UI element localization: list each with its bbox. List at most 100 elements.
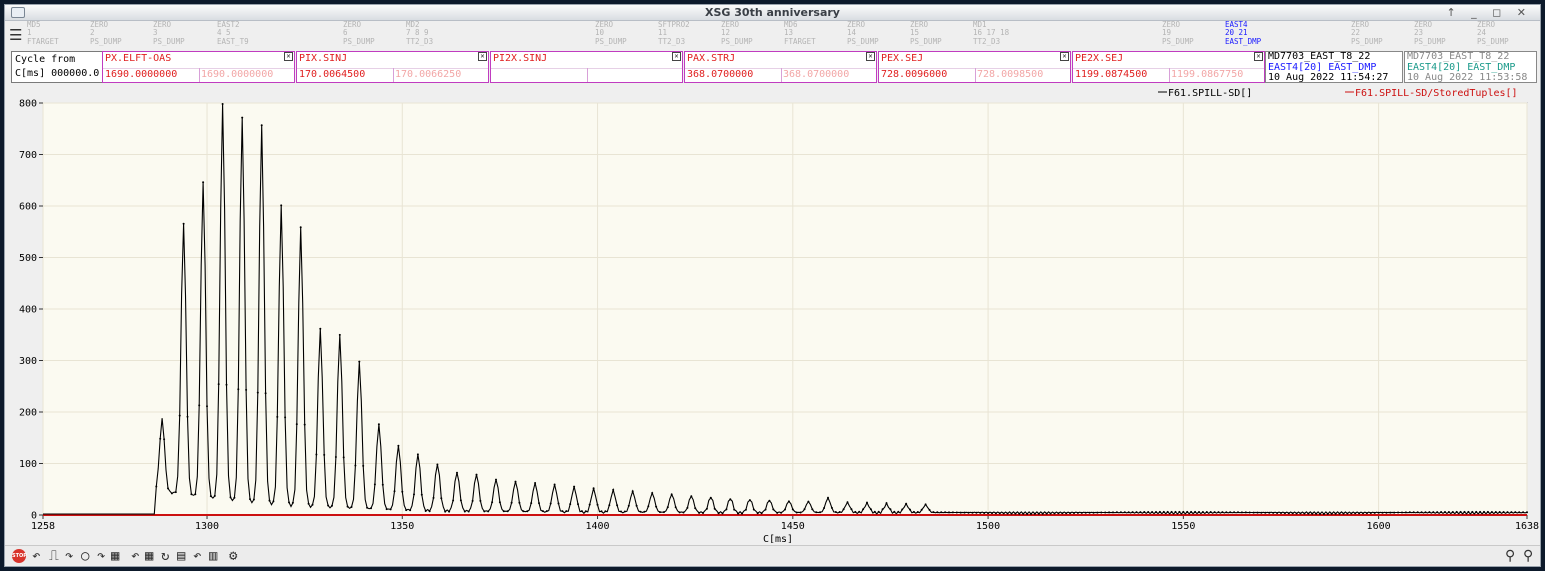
hamburger-menu-icon[interactable]: ☰ (9, 26, 23, 44)
cycle-slot-text: 3 (153, 28, 158, 38)
cycle-from-box[interactable]: Cycle from C[ms] 000000.0 (11, 51, 105, 83)
data-point (647, 505, 650, 508)
data-point (483, 510, 486, 513)
cycle-slot[interactable]: ZERO 12 PS_DUMP (721, 20, 753, 46)
parameter-box[interactable]: PIX.SINJ 170.0064500 170.0066250 ✕ (296, 51, 489, 83)
data-point (1397, 511, 1400, 514)
close-icon[interactable]: ✕ (284, 52, 293, 61)
cycle-slot[interactable]: MD2 7 8 9 TT2_D3 (406, 20, 433, 46)
cycle-slot[interactable]: EAST4 20 21 EAST_DMP (1225, 20, 1261, 46)
data-point (354, 464, 357, 467)
window-icon (11, 7, 25, 18)
arrow-select-icon[interactable]: ↶ (32, 548, 41, 564)
cycle-slot[interactable]: ZERO 6 PS_DUMP (343, 20, 375, 46)
data-point (1393, 511, 1396, 514)
data-point (1463, 510, 1466, 513)
undo-zoom-icon[interactable]: ↷ (65, 548, 74, 564)
cycle-slot[interactable]: ZERO 22 PS_DUMP (1351, 20, 1383, 46)
zoom-tools-icon[interactable]: ⚲ (1505, 548, 1516, 564)
stop-button[interactable]: STOP (12, 549, 27, 563)
cycle-slot-text: MD5 (27, 20, 41, 29)
cycle-from-value[interactable]: C[ms] 000000.0 (15, 68, 100, 79)
cycle-slot[interactable]: ZERO 19 PS_DUMP (1162, 20, 1194, 46)
chart-svg[interactable]: 0 100 200 300 400 500 600 700 800 1258 1300 1350 140… (10, 83, 1540, 545)
data-point (702, 512, 704, 514)
data-point (811, 508, 814, 511)
cycle-slot[interactable]: ZERO 23 PS_DUMP (1414, 20, 1446, 46)
info-time: 10 Aug 2022 11:54:27 (1268, 72, 1389, 83)
cycle-slot-text: PS_DUMP (90, 36, 122, 46)
cycle-slot[interactable]: ZERO 2 PS_DUMP (90, 20, 122, 46)
parameter-box[interactable]: PX.ELFT-OAS 1690.0000000 1690.0000000 ✕ (102, 51, 295, 83)
data-point (1483, 510, 1485, 513)
pulse-icon[interactable]: ⎍ (49, 548, 59, 564)
parameter-divider (491, 68, 682, 69)
cycle-selector[interactable]: MD5 1 FTARGET ZERO 2 PS_DUMP ZERO 3 PS_DUMP EAST2… (27, 20, 1539, 49)
title-bar[interactable]: XSG 30th anniversary ↑ _ ◻ ✕ (5, 5, 1540, 21)
refresh-icon[interactable]: ↻ (161, 548, 170, 564)
calculator-icon[interactable]: ▥ (209, 548, 218, 564)
data-point (1225, 511, 1228, 514)
parameter-box[interactable]: PEX.SEJ 728.0096000 728.0098500 ✕ (878, 51, 1071, 83)
stored-info-user: MD7703_EAST_T8_22 (1407, 51, 1510, 62)
parameter-box[interactable]: PI2X.SINJ ✕ (490, 51, 683, 83)
legend-stored[interactable]: F61.SPILL-SD/StoredTuples[] (1355, 88, 1518, 99)
redo-icon[interactable]: ↷ (97, 548, 106, 564)
data-point (944, 511, 947, 514)
close-icon[interactable]: ✕ (1254, 52, 1263, 61)
data-point (530, 502, 533, 505)
table-icon[interactable]: ▦ (111, 548, 120, 564)
data-point (717, 512, 720, 515)
close-icon[interactable]: ✕ (866, 52, 875, 61)
undo-icon[interactable]: ↶ (131, 548, 140, 564)
data-point (1283, 512, 1286, 515)
close-icon[interactable]: ✕ (478, 52, 487, 61)
calendar-icon[interactable]: ▤ (177, 548, 186, 564)
cycle-slot[interactable]: MD6 13 FTARGET (784, 20, 816, 46)
data-point (452, 499, 455, 502)
data-point (440, 497, 443, 500)
data-point (1385, 511, 1388, 514)
data-point (940, 511, 943, 514)
cycle-slot[interactable]: ZERO 3 PS_DUMP (153, 20, 185, 46)
cycle-slot[interactable]: ZERO 14 PS_DUMP (847, 20, 879, 46)
y-tick-label: 600 (19, 202, 37, 213)
spill-chart[interactable]: 0 100 200 300 400 500 600 700 800 1258 1300 1350 140… (10, 83, 1540, 545)
grid-icon[interactable]: ▦ (145, 548, 154, 564)
data-point (432, 496, 435, 499)
x-tick-label: 1400 (586, 521, 610, 532)
parameter-box[interactable]: PE2X.SEJ 1199.0874500 1199.0867750 ✕ (1072, 51, 1265, 83)
data-point (780, 511, 783, 514)
parameter-name: PIX.SINJ (299, 53, 348, 64)
data-point (1244, 511, 1247, 514)
cycle-slot-text: PS_DUMP (1477, 36, 1509, 46)
cycle-slot[interactable]: MD5 1 FTARGET (27, 20, 59, 46)
x-tick-label: 1638 (1515, 521, 1539, 532)
x-tick-label: 1300 (195, 521, 219, 532)
cycle-slot[interactable]: MD1 16 17 18 TT2_D3 (973, 20, 1010, 46)
data-point (803, 508, 806, 511)
window-controls[interactable]: ↑ _ ◻ ✕ (1446, 6, 1532, 19)
cycle-slot-text: 16 17 18 (973, 28, 1010, 38)
cycle-slot[interactable]: ZERO 24 PS_DUMP (1477, 20, 1509, 46)
data-point (1127, 511, 1130, 514)
cycle-slot[interactable]: EAST2 4 5 EAST_T9 (217, 20, 249, 46)
close-icon[interactable]: ✕ (1060, 52, 1069, 61)
circle-icon[interactable]: ○ (81, 548, 90, 564)
cycle-slot[interactable]: ZERO 15 PS_DUMP (910, 20, 942, 46)
cycle-slot[interactable]: ZERO 10 PS_DUMP (595, 20, 627, 46)
data-point (967, 511, 970, 514)
zoom-out-icon[interactable]: ⚲ (1523, 548, 1534, 564)
close-icon[interactable]: ✕ (672, 52, 681, 61)
parameter-separator (781, 68, 782, 82)
history-icon[interactable]: ↶ (193, 548, 202, 564)
cycle-slot-text: MD2 (406, 20, 420, 29)
settings-gear-icon[interactable]: ⚙ (229, 548, 238, 564)
cycle-slot-text: 23 (1414, 28, 1424, 38)
legend-current[interactable]: F61.SPILL-SD[] (1168, 88, 1252, 99)
data-point (323, 453, 326, 456)
cycle-slot[interactable]: SFTPRO2 11 TT2_D3 (658, 20, 690, 46)
parameter-box[interactable]: PAX.STRJ 368.0700000 368.0700000 ✕ (684, 51, 877, 83)
data-point (1076, 511, 1079, 514)
info-cycle: EAST4[20] EAST_DMP (1268, 61, 1377, 73)
